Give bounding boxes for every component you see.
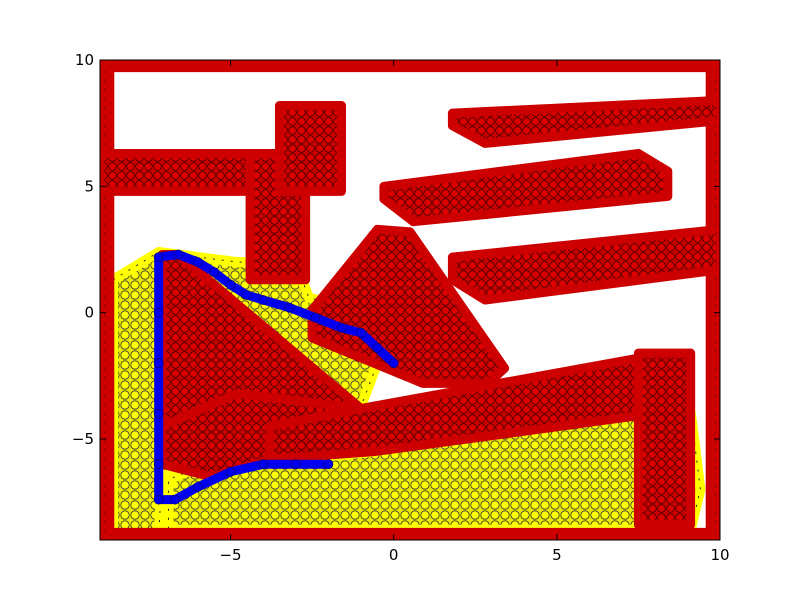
path-point	[258, 459, 269, 470]
obstacles-region-edge-8	[383, 153, 669, 223]
obstacles-region-edge-10	[311, 228, 506, 384]
obstacles-region-3	[705, 60, 720, 540]
path-point	[372, 343, 383, 353]
path-point	[192, 481, 203, 492]
path-point	[153, 358, 164, 369]
path-point	[388, 358, 399, 369]
path-point	[192, 257, 203, 268]
y-tick-label: −5	[72, 430, 94, 448]
path-point	[258, 295, 269, 305]
obstacles-region-0	[100, 527, 720, 540]
path-point	[225, 466, 236, 477]
obstacles-region-1	[100, 60, 720, 73]
obstacles-region-edge-14	[637, 352, 692, 526]
obstacles-region-14	[633, 348, 696, 530]
path-point	[336, 322, 347, 333]
y-tick-label: 5	[84, 177, 94, 195]
path-point	[153, 408, 164, 419]
path-point	[310, 312, 321, 323]
x-tick-label: −5	[219, 546, 241, 564]
path-point	[153, 252, 164, 263]
y-tick-label: 0	[84, 304, 94, 322]
obstacles-region-9	[447, 224, 720, 305]
path-point	[356, 327, 367, 338]
y-tick-label: 10	[75, 51, 94, 69]
obstacles-region-2	[100, 60, 115, 540]
path-point	[241, 289, 252, 300]
path-layer	[153, 249, 399, 505]
path-point	[153, 459, 164, 470]
y-axis-ticks: −5 0 5 10	[72, 51, 720, 448]
x-axis-ticks: −5 0 5 10	[219, 60, 730, 564]
path-point	[153, 307, 164, 318]
path-point	[153, 494, 164, 505]
path-point	[284, 302, 295, 313]
axes: −5 0 5 10 −5 0 5 10	[72, 51, 730, 564]
x-tick-label: 10	[710, 546, 729, 564]
obstacles-region-edge-7	[451, 99, 720, 144]
obstacles-region-6	[275, 101, 346, 196]
x-tick-label: 5	[552, 546, 562, 564]
path-point	[170, 494, 181, 505]
path-point	[209, 267, 220, 278]
path-point	[323, 459, 334, 470]
path-point	[290, 459, 301, 470]
x-tick-label: 0	[389, 546, 399, 564]
plot-area	[100, 60, 720, 540]
path-point	[225, 279, 236, 290]
path-point	[173, 249, 184, 260]
plot-frame	[99, 59, 721, 541]
